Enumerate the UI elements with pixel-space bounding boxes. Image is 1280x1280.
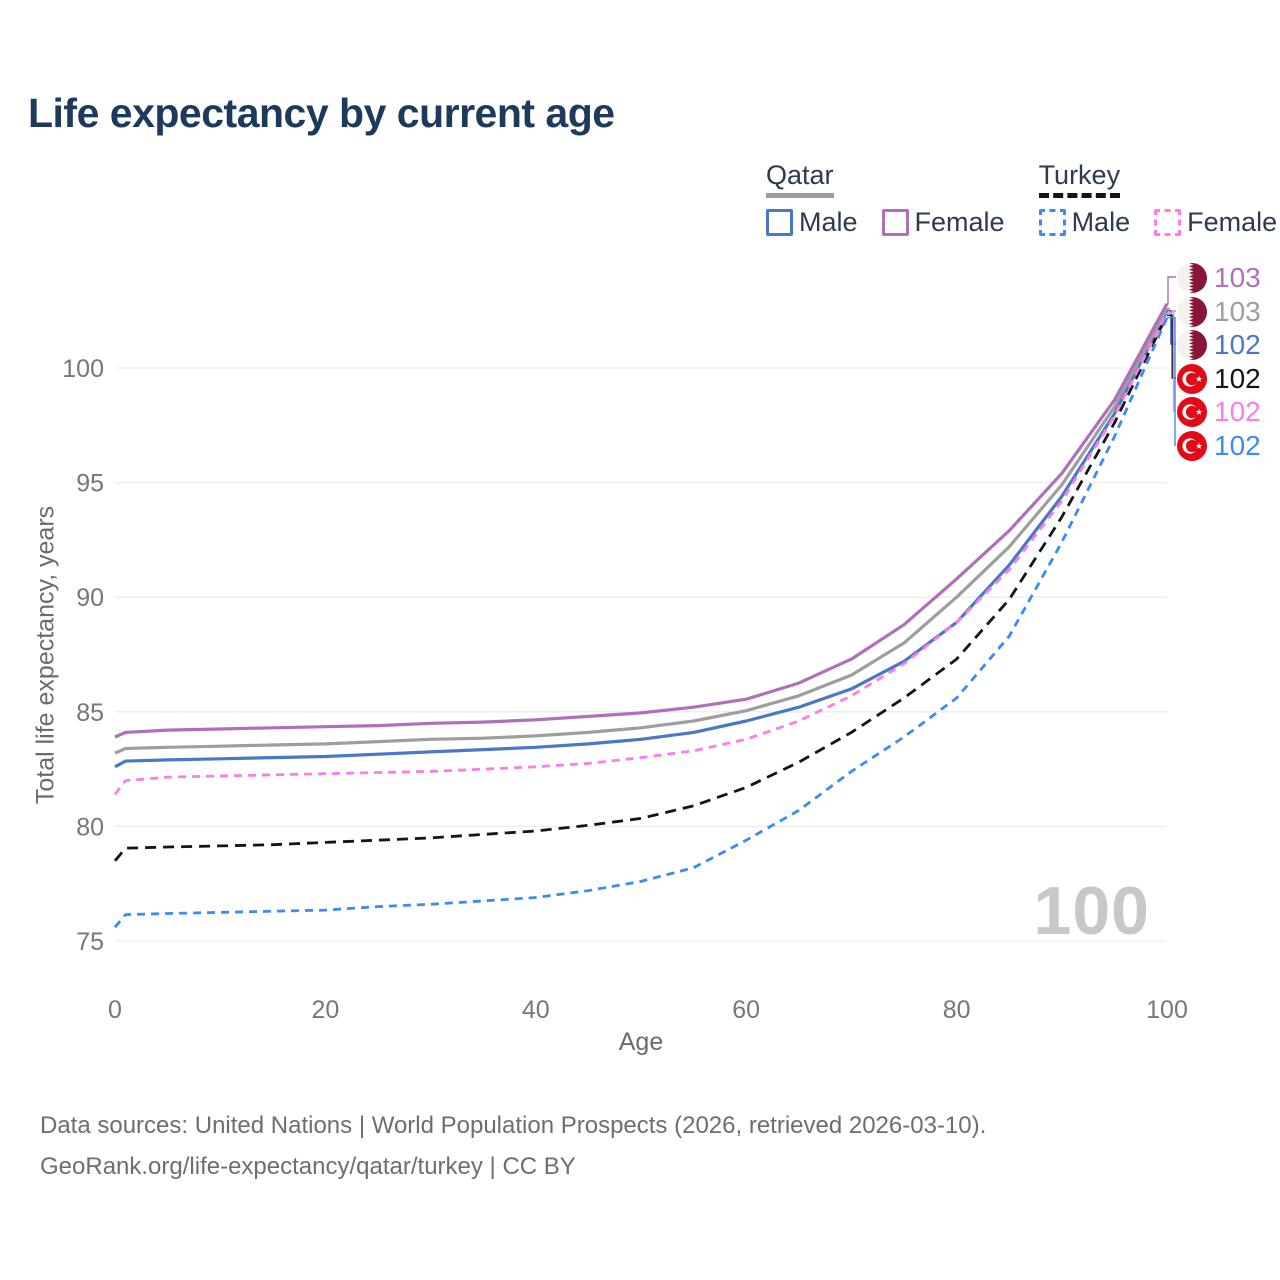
- series-line-qatar-female[interactable]: [114, 303, 1169, 739]
- x-tick-label: 100: [1146, 996, 1188, 1024]
- footer-data-sources: Data sources: United Nations | World Pop…: [40, 1112, 987, 1139]
- end-label-row-turkey-male: 102: [1177, 430, 1261, 462]
- x-axis-title: Age: [618, 1028, 664, 1056]
- x-tick-label: 80: [943, 996, 971, 1024]
- legend-swatch-qatar-male: [766, 209, 793, 236]
- legend-country-turkey[interactable]: Turkey: [1038, 160, 1121, 198]
- legend-label: Female: [1187, 207, 1278, 237]
- end-value-label: 102: [1214, 396, 1261, 427]
- leader-line-qatar-female: [1167, 276, 1176, 305]
- page-title: Life expectancy by current age: [28, 90, 615, 136]
- end-label-row-qatar-male: 102: [1177, 329, 1261, 361]
- y-tick-label: 85: [76, 699, 104, 727]
- turkey-flag-icon: [1177, 397, 1207, 427]
- end-label-row-turkey-both: 102: [1177, 363, 1261, 395]
- x-tick-label: 0: [108, 996, 122, 1024]
- y-tick-label: 90: [76, 584, 104, 612]
- qatar-flag-icon: [1177, 330, 1207, 360]
- y-axis-title: Total life expectancy, years: [31, 505, 60, 805]
- legend-group-turkey: Turkey Male Female: [1038, 160, 1277, 238]
- legend-country-qatar[interactable]: Qatar: [766, 160, 834, 198]
- legend-item-qatar-male[interactable]: Male: [766, 207, 858, 238]
- x-tick-label: 40: [522, 996, 550, 1024]
- x-tick-label: 20: [311, 996, 339, 1024]
- series-line-qatar-male[interactable]: [114, 309, 1169, 769]
- turkey-flag-icon: [1177, 364, 1207, 394]
- end-value-label: 102: [1214, 329, 1261, 360]
- age-watermark: 100: [1033, 873, 1150, 949]
- series-line-turkey-male[interactable]: [113, 317, 1169, 929]
- end-label-row-qatar-both: 103: [1177, 296, 1261, 328]
- leader-line-qatar-both: [1167, 307, 1176, 312]
- series-line-turkey-both[interactable]: [113, 314, 1169, 862]
- end-label-row-qatar-female: 103: [1177, 262, 1261, 294]
- series-line-turkey-female[interactable]: [113, 312, 1169, 796]
- legend-group-qatar: Qatar Male Female: [766, 160, 1005, 238]
- end-value-label: 103: [1214, 262, 1261, 293]
- end-value-label: 102: [1214, 430, 1261, 461]
- legend-item-qatar-female[interactable]: Female: [881, 207, 1005, 238]
- legend-item-turkey-female[interactable]: Female: [1154, 207, 1277, 238]
- y-tick-label: 100: [62, 355, 104, 383]
- legend-label: Male: [799, 207, 858, 237]
- legend-swatch-turkey-female: [1154, 209, 1182, 236]
- end-value-label: 102: [1214, 363, 1261, 394]
- end-label-row-turkey-female: 102: [1177, 396, 1261, 428]
- chart-legend: Qatar Male Female Turkey Male Female: [766, 160, 1277, 238]
- y-tick-label: 95: [76, 470, 104, 498]
- legend-swatch-turkey-male: [1038, 209, 1066, 236]
- y-tick-label: 80: [76, 813, 104, 841]
- footer: Data sources: United Nations | World Pop…: [40, 1105, 986, 1187]
- qatar-flag-icon: [1177, 297, 1207, 327]
- footer-attribution: GeoRank.org/life-expectancy/qatar/turkey…: [40, 1153, 576, 1180]
- legend-label: Female: [914, 207, 1005, 237]
- leader-line-turkey-male: [1167, 316, 1176, 446]
- qatar-flag-icon: [1177, 263, 1207, 293]
- legend-label: Male: [1071, 207, 1131, 237]
- end-value-label: 103: [1214, 296, 1261, 327]
- legend-item-turkey-male[interactable]: Male: [1038, 207, 1131, 238]
- y-tick-label: 75: [76, 928, 104, 956]
- legend-swatch-qatar-female: [881, 209, 909, 236]
- x-tick-label: 60: [732, 996, 760, 1024]
- series-line-qatar-both[interactable]: [114, 307, 1169, 755]
- turkey-flag-icon: [1177, 431, 1207, 461]
